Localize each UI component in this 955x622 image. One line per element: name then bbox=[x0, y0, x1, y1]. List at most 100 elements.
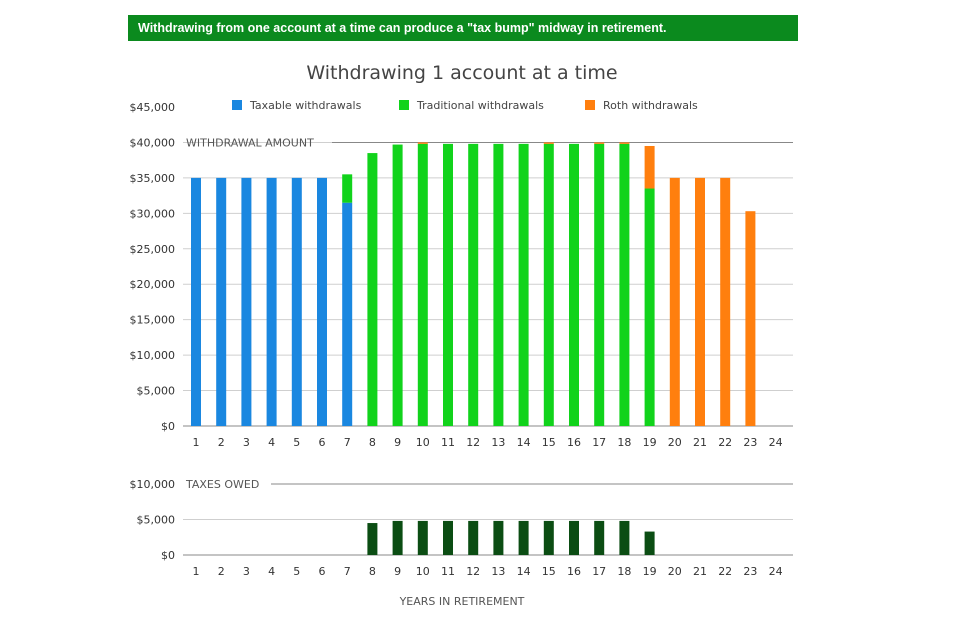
withdrawal-bar-taxable bbox=[291, 177, 302, 426]
legend-swatch-taxable bbox=[232, 100, 242, 110]
taxes-x-tick-label: 9 bbox=[394, 565, 401, 578]
withdrawal-bar-roth bbox=[720, 177, 731, 426]
withdrawal-bar-roth bbox=[669, 177, 680, 426]
taxes-y-tick-label: $5,000 bbox=[137, 514, 176, 527]
withdrawal-x-tick-label: 8 bbox=[369, 436, 376, 449]
withdrawal-bar-traditional bbox=[443, 143, 453, 426]
withdrawal-bar-roth bbox=[695, 177, 705, 426]
withdrawal-bar-roth bbox=[619, 142, 630, 144]
withdrawal-bar-taxable bbox=[342, 202, 353, 426]
taxes-bar-taxes bbox=[543, 520, 554, 555]
withdrawal-x-tick-label: 9 bbox=[394, 436, 401, 449]
withdrawal-bar-roth bbox=[543, 142, 554, 144]
taxes-x-tick-label: 20 bbox=[668, 565, 682, 578]
taxes-x-tick-label: 10 bbox=[416, 565, 430, 578]
withdrawal-bar-traditional bbox=[468, 143, 479, 426]
withdrawal-x-tick-label: 23 bbox=[743, 436, 757, 449]
taxes-x-tick-label: 24 bbox=[769, 565, 783, 578]
taxes-x-tick-label: 15 bbox=[542, 565, 556, 578]
taxes-bar-taxes bbox=[493, 520, 504, 555]
withdrawal-y-tick-label: $10,000 bbox=[130, 349, 176, 362]
withdrawal-bar-roth bbox=[417, 142, 428, 144]
withdrawal-bar-taxable bbox=[241, 177, 252, 426]
taxes-x-tick-label: 17 bbox=[592, 565, 606, 578]
withdrawal-bar-traditional bbox=[392, 144, 403, 426]
withdrawal-x-tick-label: 10 bbox=[416, 436, 430, 449]
taxes-x-tick-label: 14 bbox=[517, 565, 531, 578]
taxes-x-tick-label: 13 bbox=[491, 565, 505, 578]
withdrawal-y-tick-label: $20,000 bbox=[130, 278, 176, 291]
withdrawal-y-tick-label: $35,000 bbox=[130, 172, 176, 185]
withdrawal-bar-traditional bbox=[417, 143, 428, 426]
taxes-x-tick-label: 19 bbox=[643, 565, 657, 578]
taxes-x-tick-label: 7 bbox=[344, 565, 351, 578]
withdrawal-y-tick-label: $45,000 bbox=[130, 101, 176, 114]
withdrawal-bar-traditional bbox=[518, 143, 529, 426]
withdrawal-bar-traditional bbox=[493, 143, 504, 426]
withdrawal-x-tick-label: 12 bbox=[466, 436, 480, 449]
legend-swatch-traditional bbox=[399, 100, 409, 110]
withdrawal-x-tick-label: 13 bbox=[491, 436, 505, 449]
legend-swatch-roth bbox=[585, 100, 595, 110]
taxes-y-tick-label: $10,000 bbox=[130, 478, 176, 491]
taxes-y-tick-label: $0 bbox=[161, 549, 175, 562]
taxes-bar-taxes bbox=[367, 523, 378, 555]
taxes-bar-taxes bbox=[392, 520, 403, 555]
withdrawal-bar-roth bbox=[644, 145, 655, 189]
withdrawal-bar-roth bbox=[745, 211, 756, 426]
withdrawal-y-tick-label: $30,000 bbox=[130, 207, 176, 220]
withdrawal-x-tick-label: 22 bbox=[718, 436, 732, 449]
withdrawal-y-tick-label: $0 bbox=[161, 420, 175, 433]
withdrawal-bar-taxable bbox=[216, 177, 227, 426]
withdrawal-bar-traditional bbox=[367, 153, 378, 427]
withdrawal-chart: $0 $5,000 $10,000 $15,000 $20,000 $25,000 $30,… bbox=[130, 101, 793, 449]
taxes-bar-taxes bbox=[594, 520, 605, 555]
withdrawal-bar-traditional bbox=[644, 188, 655, 426]
taxes-bar-taxes bbox=[644, 531, 655, 555]
withdrawal-x-tick-label: 5 bbox=[293, 436, 300, 449]
chart-title: Withdrawing 1 account at a time bbox=[306, 62, 617, 84]
taxes-x-tick-label: 12 bbox=[466, 565, 480, 578]
withdrawal-x-tick-label: 16 bbox=[567, 436, 581, 449]
taxes-bar-taxes bbox=[619, 520, 630, 555]
taxes-bar-taxes bbox=[468, 520, 479, 555]
withdrawal-x-tick-label: 20 bbox=[668, 436, 682, 449]
withdrawal-bar-traditional bbox=[594, 143, 605, 426]
withdrawal-y-tick-label: $5,000 bbox=[137, 385, 176, 398]
legend-label-traditional: Traditional withdrawals bbox=[416, 99, 544, 112]
taxes-bar-taxes bbox=[443, 520, 453, 555]
taxes-x-tick-label: 8 bbox=[369, 565, 376, 578]
legend-label-taxable: Taxable withdrawals bbox=[249, 99, 362, 112]
taxes-x-tick-label: 16 bbox=[567, 565, 581, 578]
withdrawal-x-tick-label: 15 bbox=[542, 436, 556, 449]
taxes-bar-taxes bbox=[518, 520, 529, 555]
withdrawal-bar-taxable bbox=[191, 177, 201, 426]
taxes-x-tick-label: 6 bbox=[319, 565, 326, 578]
withdrawal-x-tick-label: 18 bbox=[617, 436, 631, 449]
legend: Taxable withdrawals Traditional withdraw… bbox=[232, 99, 698, 112]
taxes-x-tick-label: 22 bbox=[718, 565, 732, 578]
withdrawal-x-tick-label: 1 bbox=[193, 436, 200, 449]
withdrawal-x-tick-label: 21 bbox=[693, 436, 707, 449]
taxes-x-tick-label: 5 bbox=[293, 565, 300, 578]
taxes-x-tick-label: 21 bbox=[693, 565, 707, 578]
withdrawal-x-tick-label: 14 bbox=[517, 436, 531, 449]
withdrawal-x-tick-label: 17 bbox=[592, 436, 606, 449]
withdrawal-inline-label: WITHDRAWAL AMOUNT bbox=[186, 136, 314, 149]
taxes-bar-taxes bbox=[569, 520, 579, 555]
withdrawal-x-tick-label: 6 bbox=[319, 436, 326, 449]
header-banner: Withdrawing from one account at a time c… bbox=[128, 15, 798, 41]
taxes-x-tick-label: 11 bbox=[441, 565, 455, 578]
taxes-x-tick-label: 23 bbox=[743, 565, 757, 578]
withdrawal-x-tick-label: 19 bbox=[643, 436, 657, 449]
withdrawal-bar-traditional bbox=[619, 143, 630, 426]
taxes-x-tick-label: 3 bbox=[243, 565, 250, 578]
taxes-bar-taxes bbox=[417, 520, 428, 555]
withdrawal-x-tick-label: 11 bbox=[441, 436, 455, 449]
taxes-x-tick-label: 18 bbox=[617, 565, 631, 578]
withdrawal-bar-taxable bbox=[317, 177, 327, 426]
withdrawal-y-tick-label: $15,000 bbox=[130, 314, 176, 327]
withdrawal-bar-traditional bbox=[543, 143, 554, 426]
